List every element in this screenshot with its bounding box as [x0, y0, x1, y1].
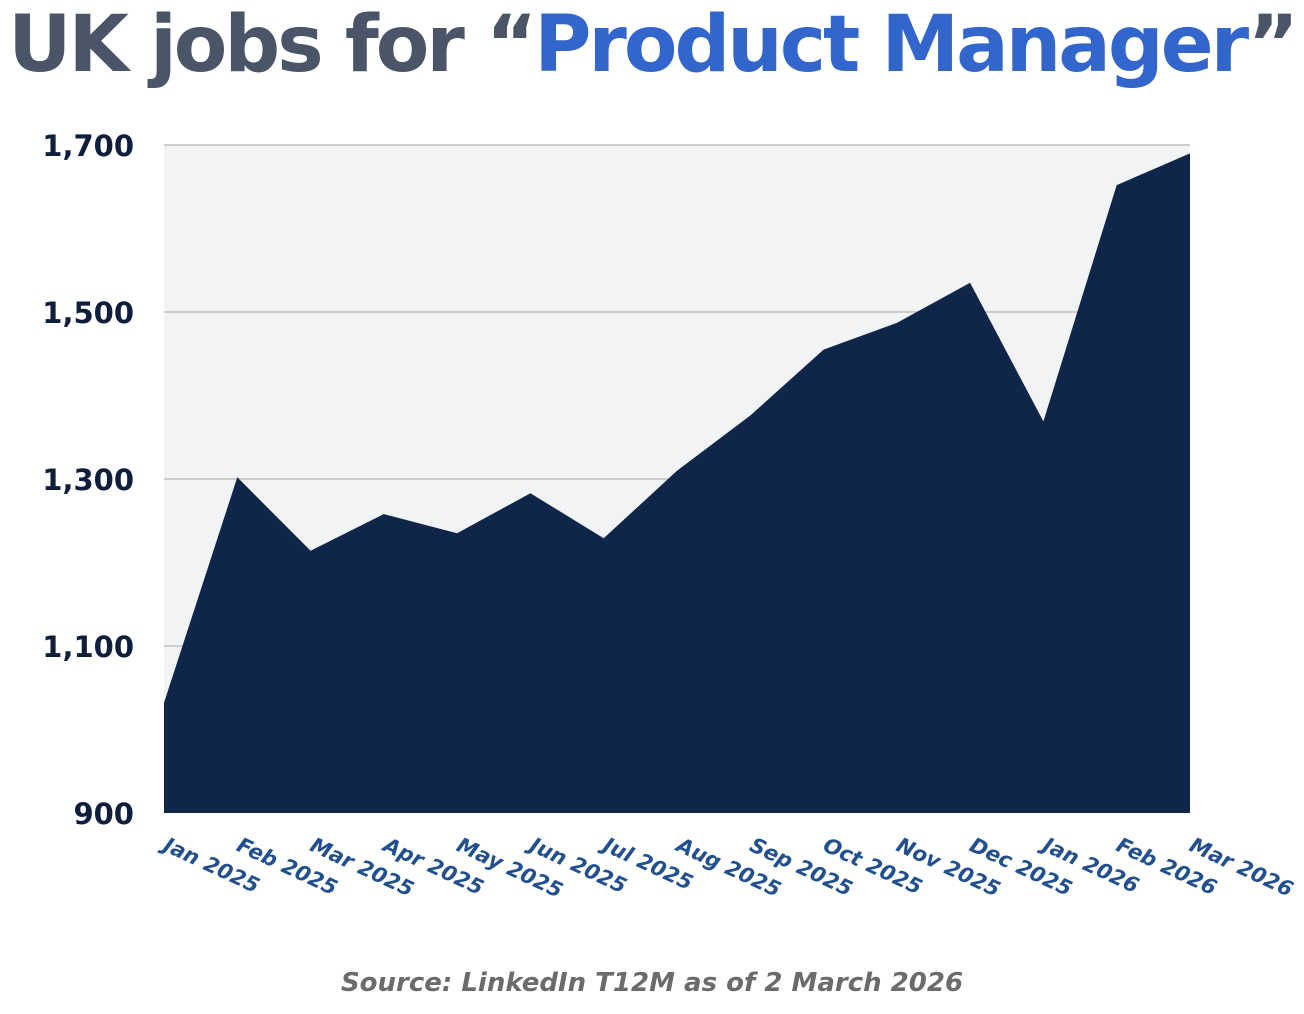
- y-tick-label: 1,100: [42, 630, 134, 664]
- y-axis-ticks: 1,700 1,500 1,300 1,100 900: [42, 129, 134, 831]
- y-tick-label: 1,700: [42, 129, 134, 163]
- area-series: [164, 153, 1190, 813]
- title-prefix: UK jobs for “: [8, 0, 537, 90]
- y-tick-label: 900: [73, 797, 134, 831]
- title-highlight: Product Manager: [534, 0, 1250, 90]
- y-tick-label: 1,300: [42, 463, 134, 497]
- chart-title: UK jobs for “Product Manager”: [0, 0, 1304, 100]
- y-tick-label: 1,500: [42, 296, 134, 330]
- title-suffix: ”: [1247, 0, 1299, 90]
- source-note: Source: LinkedIn T12M as of 2 March 2026: [340, 968, 964, 998]
